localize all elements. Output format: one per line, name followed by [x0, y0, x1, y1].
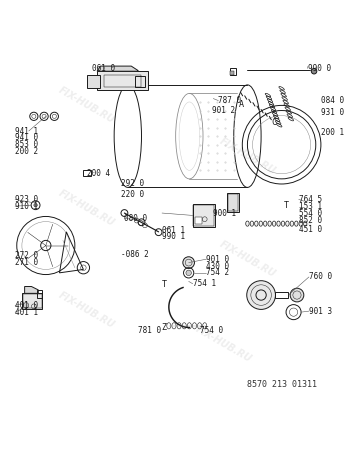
- Text: 8570 213 01311: 8570 213 01311: [247, 380, 317, 389]
- Bar: [135, 76, 145, 86]
- Circle shape: [34, 203, 37, 207]
- Text: FIX-HUB.RU: FIX-HUB.RU: [57, 188, 117, 228]
- Bar: [97, 71, 148, 90]
- Circle shape: [312, 68, 317, 74]
- Text: 153 1: 153 1: [299, 202, 322, 211]
- Circle shape: [183, 257, 195, 268]
- Text: 271 0: 271 0: [15, 258, 38, 267]
- Text: 941 1: 941 1: [15, 126, 38, 135]
- Text: 941 0: 941 0: [15, 133, 38, 142]
- Text: FIX-HUB.RU: FIX-HUB.RU: [218, 239, 277, 279]
- Text: C: C: [271, 118, 276, 127]
- Text: 200 2: 200 2: [15, 147, 38, 156]
- Text: T: T: [162, 279, 167, 288]
- Text: 272 0: 272 0: [15, 251, 38, 260]
- Text: 931 0: 931 0: [321, 108, 344, 117]
- Text: A: A: [239, 100, 244, 109]
- Text: 200 4: 200 4: [87, 169, 110, 178]
- Text: 901 0: 901 0: [206, 255, 230, 264]
- Text: 061 0: 061 0: [92, 64, 116, 73]
- Bar: [193, 204, 215, 227]
- Text: 852 0: 852 0: [299, 216, 322, 225]
- Bar: [37, 290, 42, 298]
- Circle shape: [186, 270, 191, 275]
- Bar: [230, 71, 234, 75]
- Text: FIX-HUB.RU: FIX-HUB.RU: [194, 324, 253, 364]
- Text: FIX-HUB.RU: FIX-HUB.RU: [218, 136, 277, 177]
- Text: FIX-HUB.RU: FIX-HUB.RU: [57, 290, 117, 331]
- Text: 787 0: 787 0: [218, 96, 242, 105]
- Text: 401 0: 401 0: [15, 301, 38, 310]
- Text: 781 0: 781 0: [138, 326, 161, 335]
- Text: 853 0: 853 0: [15, 140, 38, 149]
- Bar: [195, 217, 202, 224]
- Text: 754 0: 754 0: [199, 326, 223, 335]
- Text: 401 1: 401 1: [15, 308, 38, 317]
- Text: 910 1: 910 1: [15, 202, 38, 211]
- Text: 292 0: 292 0: [121, 180, 144, 189]
- Text: FIX-HUB.RU: FIX-HUB.RU: [57, 86, 117, 126]
- Text: 990 0: 990 0: [308, 64, 331, 73]
- Text: -086 2: -086 2: [121, 250, 149, 259]
- Text: 451 0: 451 0: [299, 225, 322, 234]
- Text: 080 0: 080 0: [124, 214, 148, 223]
- Bar: [87, 75, 100, 88]
- Text: 760 0: 760 0: [309, 272, 332, 281]
- Text: 990 1: 990 1: [162, 233, 185, 242]
- Bar: [83, 170, 91, 176]
- Bar: [104, 75, 141, 86]
- Bar: [22, 293, 42, 309]
- Text: 764 5: 764 5: [299, 195, 322, 204]
- Bar: [194, 205, 214, 226]
- Text: 923 0: 923 0: [15, 195, 38, 204]
- Text: 061 1: 061 1: [162, 225, 185, 234]
- Circle shape: [247, 281, 275, 310]
- Text: T: T: [284, 201, 289, 210]
- Bar: [227, 193, 239, 212]
- Text: 084 0: 084 0: [321, 96, 344, 105]
- Bar: [23, 294, 42, 308]
- Bar: [228, 194, 238, 211]
- Text: 220 0: 220 0: [121, 190, 144, 199]
- Text: 754 1: 754 1: [193, 279, 216, 288]
- Text: Z: Z: [161, 323, 166, 332]
- Text: 901 3: 901 3: [309, 306, 332, 315]
- Circle shape: [23, 302, 29, 308]
- Text: 900 1: 900 1: [213, 208, 236, 217]
- Bar: [230, 68, 237, 75]
- Text: 200 1: 200 1: [321, 128, 344, 137]
- Bar: [275, 292, 288, 298]
- Text: 754 2: 754 2: [206, 268, 230, 277]
- Text: 554 0: 554 0: [299, 209, 322, 218]
- Text: 901 2: 901 2: [211, 106, 235, 115]
- Text: 430 0: 430 0: [206, 261, 230, 270]
- Polygon shape: [25, 287, 38, 293]
- Polygon shape: [97, 66, 138, 71]
- Circle shape: [290, 288, 304, 302]
